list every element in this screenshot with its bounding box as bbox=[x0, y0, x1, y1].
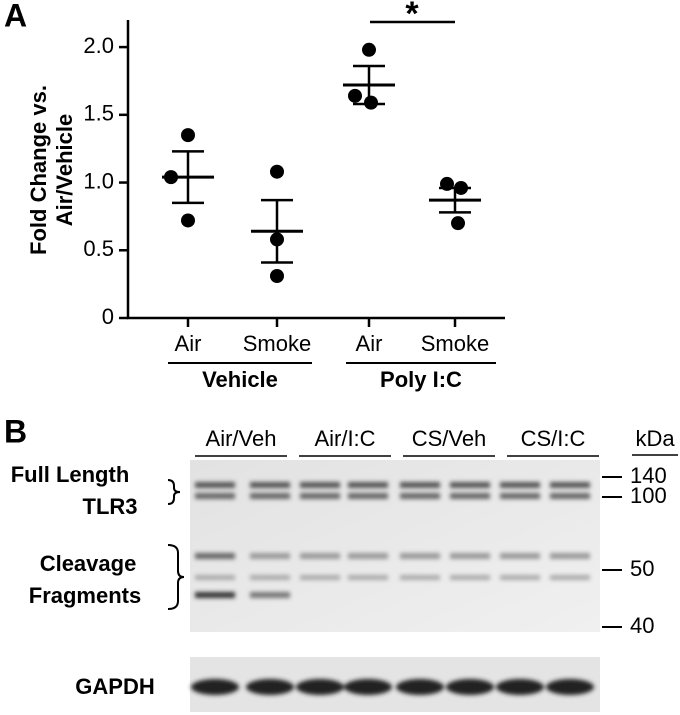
group-label: Vehicle bbox=[202, 367, 278, 392]
marker-label: 40 bbox=[630, 613, 654, 638]
panel-label: A bbox=[4, 0, 27, 33]
y-tick-label: 1.5 bbox=[83, 101, 114, 126]
y-tick-label: 0.5 bbox=[83, 236, 114, 261]
bands bbox=[191, 482, 594, 695]
significance-star: * bbox=[405, 0, 419, 33]
data-point bbox=[181, 128, 195, 143]
band bbox=[500, 553, 540, 559]
band bbox=[195, 482, 235, 488]
marker-label: 50 bbox=[630, 556, 654, 581]
gapdh-band bbox=[446, 679, 494, 695]
gapdh-band bbox=[191, 679, 239, 695]
y-axis-title: Fold Change vs. bbox=[26, 85, 51, 255]
band bbox=[348, 493, 388, 499]
band bbox=[348, 575, 388, 580]
band bbox=[195, 553, 235, 559]
band bbox=[450, 575, 490, 580]
band bbox=[500, 493, 540, 499]
data-point bbox=[364, 95, 378, 110]
band bbox=[450, 493, 490, 499]
band bbox=[348, 553, 388, 559]
x-tick-label: Air bbox=[356, 331, 383, 356]
band bbox=[400, 553, 440, 559]
band bbox=[500, 482, 540, 488]
loading-label: GAPDH bbox=[75, 674, 154, 699]
unit-label: kDa bbox=[635, 426, 675, 451]
y-tick-label: 2.0 bbox=[83, 33, 114, 58]
band bbox=[550, 553, 590, 559]
band bbox=[400, 493, 440, 499]
lane-label: Air/I:C bbox=[314, 426, 375, 451]
data-point bbox=[362, 42, 376, 57]
y-axis-title: Air/Vehicle bbox=[52, 114, 77, 227]
band bbox=[195, 575, 235, 580]
band bbox=[300, 482, 340, 488]
gapdh-band bbox=[344, 679, 392, 695]
band bbox=[400, 482, 440, 488]
band bbox=[550, 493, 590, 499]
data-point bbox=[181, 213, 195, 228]
band bbox=[195, 592, 235, 598]
marker-label: 100 bbox=[630, 483, 667, 508]
band bbox=[250, 493, 290, 499]
blot-image bbox=[190, 460, 600, 632]
band-label: TLR3 bbox=[83, 494, 138, 519]
group-label: Poly I:C bbox=[380, 367, 462, 392]
y-tick-label: 1.0 bbox=[83, 168, 114, 193]
band bbox=[400, 575, 440, 580]
data-point bbox=[270, 269, 284, 284]
data-point bbox=[348, 88, 362, 103]
band bbox=[500, 575, 540, 580]
lane-label: Air/Veh bbox=[206, 426, 277, 451]
gapdh-band bbox=[496, 679, 544, 695]
lane-label: CS/Veh bbox=[412, 426, 487, 451]
panel-label: B bbox=[4, 413, 27, 449]
x-tick-label: Air bbox=[175, 331, 202, 356]
gapdh-band bbox=[246, 679, 294, 695]
band bbox=[300, 553, 340, 559]
band-label: Full Length bbox=[11, 462, 130, 487]
band bbox=[550, 482, 590, 488]
y-tick-label: 0 bbox=[102, 304, 114, 329]
brace bbox=[167, 479, 181, 505]
band bbox=[450, 482, 490, 488]
band bbox=[250, 553, 290, 559]
band-label: Fragments bbox=[29, 583, 141, 608]
gapdh-band bbox=[546, 679, 594, 695]
band bbox=[348, 482, 388, 488]
x-tick-label: Smoke bbox=[421, 331, 489, 356]
band bbox=[195, 493, 235, 499]
band-label: Cleavage bbox=[40, 551, 137, 576]
gapdh-band bbox=[296, 679, 344, 695]
data-point bbox=[451, 216, 465, 231]
band bbox=[250, 482, 290, 488]
band bbox=[550, 575, 590, 580]
x-tick-label: Smoke bbox=[243, 331, 311, 356]
data-point bbox=[270, 164, 284, 179]
band bbox=[450, 553, 490, 559]
band bbox=[250, 575, 290, 580]
gapdh-band bbox=[396, 679, 444, 695]
band bbox=[300, 493, 340, 499]
band bbox=[300, 575, 340, 580]
band bbox=[250, 592, 290, 598]
marker-label: 140 bbox=[630, 463, 667, 488]
brace bbox=[167, 544, 185, 610]
lane-label: CS/I:C bbox=[521, 426, 586, 451]
